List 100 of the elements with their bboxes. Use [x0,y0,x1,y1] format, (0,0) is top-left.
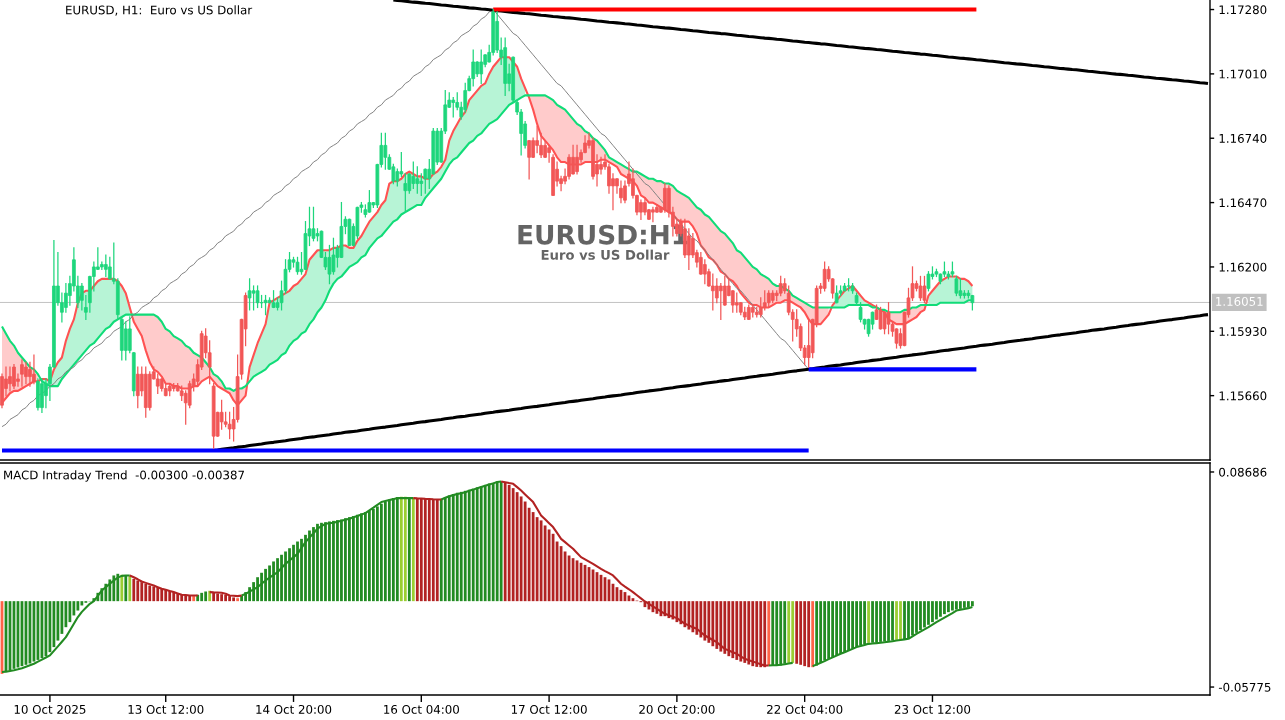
bar [116,573,120,602]
bar [120,574,124,602]
bar [431,499,435,602]
bar [176,593,180,602]
bar [276,558,279,602]
bar [871,601,874,643]
bar [148,585,152,602]
bar [324,522,327,602]
bar [511,488,515,602]
candlestick [403,173,408,213]
x-tick-label: 17 Oct 12:00 [511,704,587,714]
bar [691,601,695,633]
bar [955,601,958,610]
bar [256,577,259,602]
bar [695,601,699,635]
bar [731,601,735,659]
bar [879,601,882,642]
bar [687,601,691,630]
bar [164,589,168,602]
bar [407,497,411,602]
bar [911,601,914,636]
bar [899,601,902,640]
bar [779,601,783,666]
bar [296,541,299,602]
bar [827,601,831,659]
bar [883,601,886,642]
bar [391,498,395,602]
candlestick [251,285,256,311]
bar [352,516,355,602]
x-tick-label: 22 Oct 04:00 [767,704,843,714]
candlestick [571,144,575,175]
bar [923,601,926,628]
bar [435,499,439,602]
bar [228,596,232,602]
y-tick-label: 1.15660 [1219,391,1267,401]
candlestick [311,206,316,242]
bar [851,601,854,649]
bar [915,601,918,633]
bar [288,548,291,602]
bar [483,484,487,602]
candlestick [639,199,643,220]
bar [771,601,775,666]
y-tick-label: -0.05775 [1218,682,1271,692]
candlestick [918,275,923,301]
text: MACD Intraday Trend -0.00300 -0.00387 [4,470,244,482]
bar [839,601,843,654]
bar [403,496,407,602]
bar [292,544,295,602]
candlestick [527,139,531,180]
candlestick [423,168,428,194]
bar [443,497,447,602]
candlestick [535,125,539,154]
bar [312,527,315,602]
bar [943,601,946,615]
candlestick [451,97,456,118]
candlestick [12,364,16,390]
candlestick [958,278,963,299]
bar [152,586,156,602]
bar [224,594,228,602]
bar [515,492,519,602]
ref-line-label: 1.16051 [1216,296,1263,306]
y-tick-label: 1.17010 [1219,69,1267,79]
bar [328,521,331,602]
bar [348,517,351,602]
candlestick [778,275,783,297]
bar [787,601,791,663]
bar [439,498,443,602]
bar [284,551,287,602]
x-tick-label: 20 Oct 20:00 [639,704,715,714]
bar [531,512,535,602]
candlestick [263,294,268,316]
bar [727,601,731,657]
bar [811,601,815,668]
bar [132,578,136,602]
bar [124,575,128,602]
candlestick [762,290,767,311]
bar [775,601,779,666]
bar [316,523,319,602]
bar [379,503,383,602]
candlestick [806,318,811,368]
bar [855,601,858,648]
bar [931,601,934,623]
bar [204,591,208,602]
candlestick [575,144,579,175]
bar [939,601,942,617]
bar [539,520,543,602]
bar [675,601,679,623]
bar [332,520,335,602]
bar [128,576,132,602]
bar [959,601,962,609]
candlestick [954,275,959,297]
bar [843,601,846,653]
bar [395,497,399,602]
bar [795,601,799,664]
bar [835,601,839,656]
bar [875,601,878,643]
candlestick [127,316,132,354]
candlestick [651,206,655,223]
candlestick [734,292,739,313]
candlestick [40,378,44,413]
